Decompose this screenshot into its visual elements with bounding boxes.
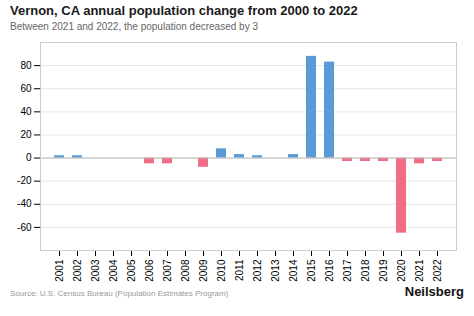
svg-text:2011: 2011	[234, 259, 245, 281]
svg-text:2010: 2010	[216, 259, 227, 282]
svg-text:2008: 2008	[180, 259, 191, 282]
svg-text:2017: 2017	[342, 259, 353, 282]
svg-text:80: 80	[20, 60, 32, 71]
svg-text:-60: -60	[17, 222, 32, 233]
svg-text:0: 0	[26, 152, 32, 163]
svg-text:2016: 2016	[324, 259, 335, 282]
svg-text:2006: 2006	[144, 259, 155, 282]
svg-text:2013: 2013	[270, 259, 281, 282]
svg-text:2020: 2020	[396, 259, 407, 282]
html-text:Neilsberg: Neilsberg	[404, 284, 464, 299]
svg-text:2001: 2001	[54, 259, 65, 282]
svg-text:2009: 2009	[198, 259, 209, 282]
svg-text:20: 20	[20, 129, 32, 140]
svg-text:2005: 2005	[126, 259, 137, 282]
svg-text:2014: 2014	[288, 259, 299, 282]
svg-text:40: 40	[20, 106, 32, 117]
svg-text:2021: 2021	[414, 259, 425, 282]
html-text:Between 2021 and 2022, the pop: Between 2021 and 2022, the population de…	[10, 21, 258, 32]
svg-text:-20: -20	[17, 175, 32, 186]
html-text:Vernon, CA annual population c: Vernon, CA annual population change from…	[10, 3, 358, 18]
svg-text:2004: 2004	[108, 259, 119, 282]
svg-text:2019: 2019	[378, 259, 389, 282]
svg-text:60: 60	[20, 83, 32, 94]
svg-text:2015: 2015	[306, 259, 317, 282]
svg-text:2018: 2018	[360, 259, 371, 282]
svg-text:2012: 2012	[252, 259, 263, 282]
html-text:Source: U.S. Census Bureau (Po: Source: U.S. Census Bureau (Population E…	[10, 289, 229, 298]
svg-text:2003: 2003	[90, 259, 101, 282]
svg-text:2007: 2007	[162, 259, 173, 282]
svg-text:2022: 2022	[432, 259, 443, 282]
svg-text:2002: 2002	[72, 259, 83, 282]
svg-text:-40: -40	[17, 198, 32, 209]
